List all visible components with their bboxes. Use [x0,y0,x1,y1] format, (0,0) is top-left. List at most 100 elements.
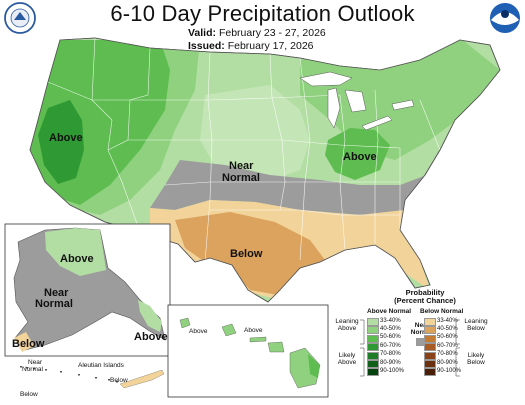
alaska-near-label-2: Normal [35,298,73,310]
below-normal-swatch-label: 33-40% [437,317,458,324]
ohio-above-label: Above [343,151,377,163]
aleutian-islands-label: Aleutian Islands [78,362,124,369]
below-normal-swatch [424,360,436,368]
alaska-near-area [13,227,166,351]
aleutian-below-area [119,369,165,389]
below-normal-swatch-label: 90-100% [437,367,462,374]
doc-seal-icon [4,2,36,34]
above-normal-swatch-label: 33-40% [380,317,401,324]
likely-above-1: Likely [338,352,356,359]
near-label-1: Near [414,322,430,329]
legend-leaning-below: Leaning Below [461,318,491,332]
below-normal-swatch [424,343,436,352]
lake-ontario [391,99,415,111]
valid-dates: February 23 - 27, 2026 [218,27,326,39]
above-normal-swatch-label: 40-50% [380,325,401,332]
maui [267,341,285,353]
below-normal-swatch [424,368,436,377]
issued-label: Issued: [188,40,225,52]
below-normal-swatch [424,351,436,360]
alaska-above-label: Above [60,253,94,265]
ohio-50-60-area [325,128,390,180]
aleutian-near-label-2: Normal [22,366,43,373]
aleutian-below-label-1: Below [110,377,128,384]
plains-near-label-2: Normal [222,172,260,184]
aleutian-near-label-1: Near [28,359,43,366]
above-normal-swatch-label: 90-100% [380,367,405,374]
page-title: 6-10 Day Precipitation Outlook [110,1,415,26]
legend-below-head: Below Normal [420,308,464,315]
alaska-panhandle-above-label: Above [134,331,168,343]
below-normal-swatch [424,326,436,335]
likely-below-2: Below [467,359,485,366]
above-normal-swatch-label: 60-70% [380,342,401,349]
above-normal-swatch-label: 50-60% [380,334,401,341]
south-below-label: Below [230,248,263,260]
leaning-below-2: Below [467,325,485,332]
above-normal-swatch [367,334,379,343]
legend-likely-above: Likely Above [334,352,360,366]
above-normal-swatch [367,318,379,326]
above-normal-swatch [367,326,379,335]
valid-row: Valid: February 23 - 27, 2026 [188,27,326,39]
legend-title-1: Probability [405,288,445,297]
noaa-logo-icon [490,3,520,33]
west-above-label: Above [49,132,83,144]
alaska-above-area [45,228,106,276]
above-normal-swatch [367,351,379,360]
alaska-panhandle-above [138,300,162,332]
likely-below-1: Likely [467,352,485,359]
leaning-above-2: Above [337,325,357,332]
issued-date: February 17, 2026 [227,40,314,52]
valid-label: Valid: [188,27,217,39]
legend-leaning-above: Leaning Above [334,318,360,332]
above-normal-swatch-label: 70-80% [380,351,401,358]
aleutian-chain [20,366,165,389]
state-borders [47,37,441,263]
below-normal-swatch-label: 80-90% [437,359,458,366]
legend-likely-below: Likely Below [461,352,491,366]
legend-near-normal: Near Normal [410,322,434,336]
near-normal-area [150,160,440,215]
below-normal-swatch-label: 40-50% [437,325,458,332]
below-normal-swatch [424,334,436,343]
below-normal-swatch-label: 60-70% [437,342,458,349]
lake-huron [344,89,367,113]
leaning-above-1: Leaning [335,318,359,325]
issued-row: Issued: February 17, 2026 [188,40,314,52]
leaning-below-1: Leaning [464,318,488,325]
below-normal-swatch-label: 50-60% [437,334,458,341]
likely-above-2: Above [337,359,357,366]
kauai [179,317,191,329]
aleutian-below-label-2: Below [20,391,38,398]
above-normal-swatch-label: 80-90% [380,359,401,366]
alaska-inset [4,223,171,357]
alaska-near-label-1: Near [44,287,69,299]
central-33-40-area [200,85,310,185]
hawaii-above-label-1: Above [189,328,208,335]
above-normal-swatch [367,343,379,352]
legend-title-2: (Percent Chance) [394,296,456,305]
big-island-east [308,354,320,378]
alaska-below-label: Below [12,338,45,350]
below-40-50-area [175,212,325,295]
molokai [249,336,267,343]
legend-above-head: Above Normal [367,308,412,315]
plains-near-label-1: Near [229,160,254,172]
hawaii-above-label-2: Above [244,327,263,334]
above-normal-swatch [367,368,379,377]
west-60-70-area [38,100,84,184]
alaska-below-area [14,332,34,352]
near-label-2: Normal [410,329,434,336]
lake-michigan [327,87,341,129]
hawaii-inset [167,304,329,398]
below-normal-swatch [424,318,436,326]
legend-brackets [360,319,460,377]
above-normal-swatch [367,360,379,368]
big-island [289,347,321,389]
oahu [221,323,237,337]
below-normal-swatch-label: 70-80% [437,351,458,358]
lake-erie [361,115,393,131]
lake-superior [299,71,353,87]
